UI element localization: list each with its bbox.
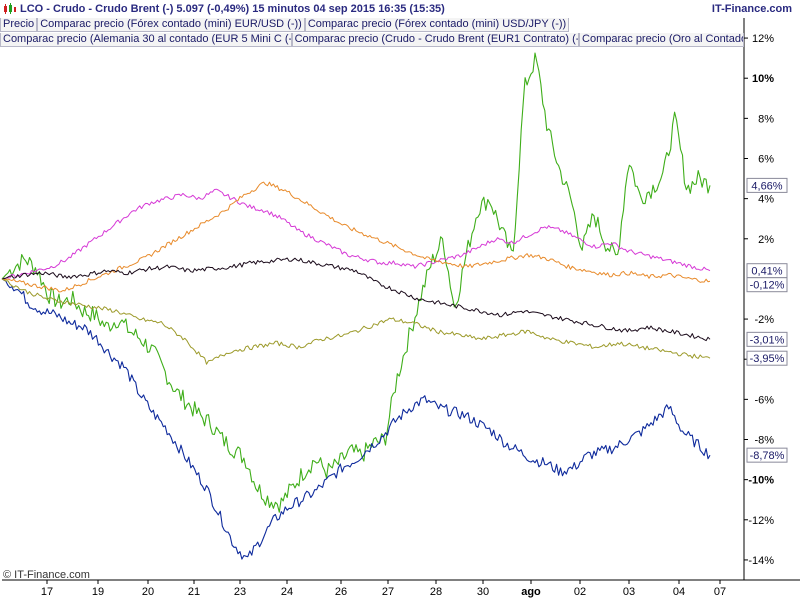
x-tick-label: 21 [188, 586, 200, 598]
x-tick-label: 19 [92, 586, 104, 598]
y-tick-label: -10% [748, 475, 774, 487]
y-tick-label: 2% [758, 234, 774, 246]
series-line [1, 181, 711, 293]
legend-item[interactable]: Comparac precio (Fórex contado (mini) US… [304, 18, 570, 32]
last-value-box [746, 331, 788, 347]
legend-item[interactable]: Comparac precio (Alemania 30 al contado … [0, 33, 292, 47]
last-value-labels: 4,66% 0,41% -0,12% -3,01% -3,95% -8,78% [746, 177, 788, 463]
y-tick-label: 4% [758, 194, 774, 206]
y-tick-label: -14% [748, 555, 774, 567]
last-value-label: -0,12% [750, 280, 785, 292]
y-tick-label: -2% [754, 314, 774, 326]
x-tick-label: 27 [382, 586, 394, 598]
last-value-label: -3,95% [750, 353, 785, 365]
x-tick-label: ago [521, 586, 541, 598]
last-value-box [746, 177, 788, 193]
x-tick-label: 20 [142, 586, 154, 598]
x-tick-label: 07 [714, 586, 726, 598]
last-value-box [746, 277, 788, 293]
series-group [1, 52, 711, 560]
x-tick-label: 26 [335, 586, 347, 598]
brand-label: IT-Finance.com [711, 3, 792, 15]
legend-item[interactable]: Comparac precio (Oro al Contado [579, 33, 744, 47]
series-line [1, 257, 711, 342]
series-line [1, 188, 711, 280]
x-tick-label: 24 [281, 586, 293, 598]
last-value-label: -3,01% [750, 334, 785, 346]
x-tick-label: 28 [430, 586, 442, 598]
axes: 12%10%8%6%4%2%-2%-4%-6%-8%-10%-12%-14%17… [2, 18, 800, 598]
x-tick-label: 17 [41, 586, 53, 598]
copyright: © IT-Finance.com [3, 569, 90, 581]
last-value-label: 0,41% [751, 266, 782, 278]
x-tick-label: 30 [477, 586, 489, 598]
y-tick-label: -6% [754, 394, 774, 406]
legend-row-1: Precio Comparac precio (Fórex contado (m… [0, 18, 744, 32]
last-value-label: 4,66% [751, 180, 782, 192]
title-bar: LCO - Crudo - Crudo Brent (-) 5.097 (-0,… [0, 0, 800, 18]
series-line [1, 278, 711, 560]
y-tick-label: -8% [754, 435, 774, 447]
candlestick-icon [4, 3, 16, 14]
x-tick-label: 03 [623, 586, 635, 598]
series-line [1, 278, 711, 365]
chart-title: LCO - Crudo - Crudo Brent (-) 5.097 (-0,… [20, 3, 445, 15]
legend-row-2: Comparac precio (Alemania 30 al contado … [0, 33, 744, 47]
y-tick-label: 12% [752, 33, 774, 45]
y-tick-label: 8% [758, 113, 774, 125]
legend-item[interactable]: Comparac precio (Crudo - Crudo Brent (EU… [291, 33, 580, 47]
y-tick-label: 6% [758, 154, 774, 166]
x-tick-label: 04 [673, 586, 685, 598]
last-value-box [746, 350, 788, 366]
last-value-box [746, 447, 788, 463]
legend-item[interactable]: Comparac precio (Fórex contado (mini) EU… [37, 18, 305, 32]
y-tick-label: 10% [752, 73, 774, 85]
x-tick-label: 23 [234, 586, 246, 598]
x-tick-label: 02 [574, 586, 586, 598]
y-tick-label: -12% [748, 515, 774, 527]
series-line [1, 52, 711, 513]
last-value-label: -8,78% [750, 450, 785, 462]
legend-item[interactable]: Precio [0, 18, 38, 32]
